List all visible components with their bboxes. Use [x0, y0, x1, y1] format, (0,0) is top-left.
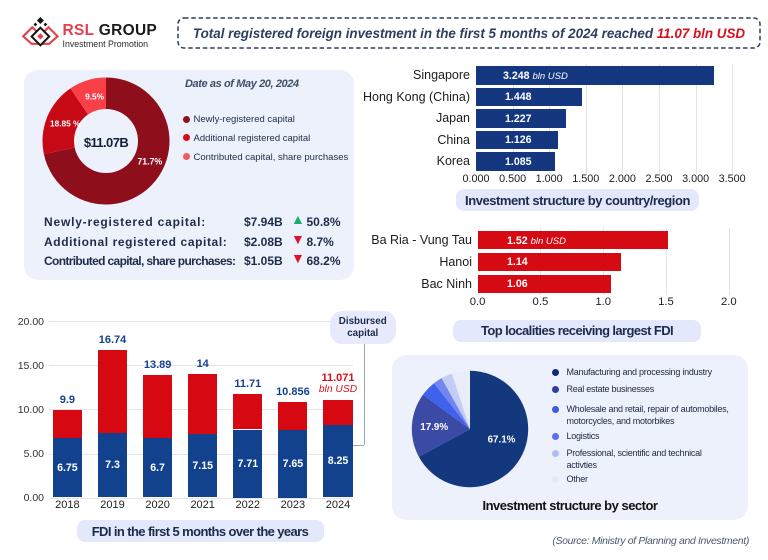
- svg-text:17.9%: 17.9%: [420, 422, 448, 433]
- svg-text:67.1%: 67.1%: [487, 434, 515, 445]
- svg-text:71.7%: 71.7%: [137, 157, 162, 167]
- svg-text:9.5%: 9.5%: [85, 92, 105, 102]
- svg-text:18.85 %: 18.85 %: [50, 119, 81, 129]
- svg-text:Investment Promotion: Investment Promotion: [63, 39, 149, 49]
- svg-text:RSL GROUP: RSL GROUP: [63, 22, 158, 39]
